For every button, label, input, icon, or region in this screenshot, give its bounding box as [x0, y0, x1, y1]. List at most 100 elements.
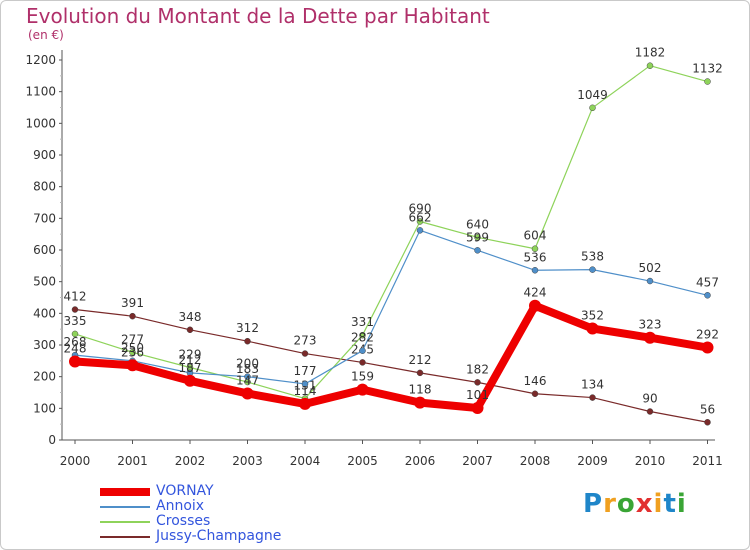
data-point-vornay	[184, 374, 196, 387]
data-label-jussy-champagne: 90	[642, 392, 657, 406]
logo-letter: i	[653, 489, 664, 519]
data-point-vornay	[644, 331, 656, 344]
x-tick-label: 2004	[290, 454, 321, 468]
legend-item-annoix: Annoix	[100, 499, 281, 514]
data-point-annoix	[531, 267, 539, 274]
legend-item-vornay: VORNAY	[100, 484, 281, 499]
data-label-annoix: 599	[466, 230, 489, 244]
data-label-vornay: 352	[581, 309, 604, 323]
x-tick-label: 2000	[60, 454, 91, 468]
data-label-vornay: 118	[409, 383, 432, 397]
logo-letter: r	[603, 489, 617, 519]
data-label-jussy-champagne: 348	[179, 310, 202, 324]
data-label-annoix: 212	[179, 353, 202, 367]
data-point-vornay	[69, 355, 81, 368]
x-tick-label: 2005	[347, 454, 378, 468]
x-tick-label: 2001	[117, 454, 148, 468]
data-point-vornay	[701, 341, 714, 354]
data-point-crosses	[474, 234, 481, 241]
data-point-crosses	[129, 349, 136, 356]
data-label-vornay: 187	[179, 361, 202, 375]
data-label-vornay: 248	[64, 341, 87, 355]
y-tick-label: 600	[33, 243, 56, 257]
data-label-crosses: 640	[466, 217, 489, 231]
data-label-crosses: 1132	[692, 62, 723, 76]
y-tick-label: 200	[33, 370, 56, 384]
data-point-vornay	[414, 396, 426, 409]
data-point-jussy-champagne	[71, 306, 79, 313]
legend-swatch	[100, 521, 150, 523]
y-tick-label: 1000	[25, 116, 56, 130]
data-label-jussy-champagne: 146	[524, 374, 547, 388]
legend-label: Crosses	[156, 513, 211, 529]
chart-unit-label: (en €)	[28, 28, 64, 42]
data-point-vornay	[586, 322, 599, 335]
data-label-crosses: 335	[64, 314, 87, 328]
data-point-crosses	[589, 104, 596, 112]
data-label-vornay: 424	[524, 286, 547, 300]
data-label-annoix: 200	[236, 357, 259, 371]
x-tick-label: 2009	[577, 454, 608, 468]
data-label-jussy-champagne: 134	[581, 378, 604, 392]
y-tick-label: 1200	[25, 53, 56, 67]
chart-title: Evolution du Montant de la Dette par Hab…	[26, 4, 490, 28]
data-point-jussy-champagne	[129, 312, 136, 320]
logo-letter: i	[676, 489, 687, 519]
data-point-annoix	[589, 266, 596, 273]
data-point-jussy-champagne	[186, 326, 194, 334]
data-label-jussy-champagne: 273	[294, 334, 317, 348]
data-point-vornay	[299, 397, 311, 410]
x-tick-label: 2006	[405, 454, 436, 468]
data-point-jussy-champagne	[646, 408, 654, 415]
data-label-vornay: 323	[639, 318, 662, 332]
data-point-annoix	[416, 227, 424, 234]
legend-swatch	[100, 506, 150, 508]
legend-label: Annoix	[156, 498, 205, 514]
data-point-annoix	[359, 347, 366, 354]
data-point-vornay	[126, 359, 139, 372]
logo-letter: o	[616, 489, 636, 519]
data-label-vornay: 101	[466, 388, 489, 402]
series-line-crosses	[74, 65, 709, 400]
data-point-crosses	[359, 331, 366, 339]
data-label-crosses: 690	[409, 202, 432, 216]
data-label-annoix: 536	[524, 250, 547, 264]
data-label-crosses: 183	[236, 362, 259, 376]
data-label-crosses: 331	[351, 315, 374, 329]
y-tick-label: 300	[33, 338, 56, 352]
data-point-jussy-champagne	[244, 337, 251, 345]
data-point-crosses	[704, 78, 711, 85]
data-label-annoix: 662	[409, 210, 432, 224]
data-point-crosses	[646, 62, 654, 69]
data-point-annoix	[244, 373, 251, 380]
legend-swatch	[100, 488, 150, 496]
data-label-crosses: 604	[524, 229, 547, 243]
data-label-jussy-champagne: 56	[700, 402, 715, 416]
data-label-crosses: 277	[121, 332, 144, 346]
data-point-jussy-champagne	[474, 379, 481, 386]
data-point-jussy-champagne	[359, 359, 366, 366]
y-tick-label: 100	[33, 401, 56, 415]
y-tick-label: 800	[33, 180, 56, 194]
x-tick-label: 2008	[520, 454, 551, 468]
legend-item-crosses: Crosses	[100, 514, 281, 529]
legend-label: VORNAY	[156, 483, 214, 499]
data-point-crosses	[531, 245, 539, 252]
y-tick-label: 1100	[25, 85, 56, 99]
data-point-crosses	[416, 218, 424, 225]
x-tick-label: 2002	[175, 454, 206, 468]
data-point-vornay	[241, 387, 254, 400]
data-label-crosses: 229	[179, 347, 202, 361]
data-label-annoix: 538	[581, 250, 604, 264]
data-point-vornay	[471, 402, 484, 415]
proxiti-logo: Proxiti	[583, 489, 687, 519]
logo-letter: x	[635, 489, 654, 519]
data-point-vornay	[529, 299, 541, 312]
data-label-annoix: 250	[121, 341, 144, 355]
data-point-crosses	[71, 330, 79, 338]
data-label-annoix: 268	[64, 335, 87, 349]
data-label-jussy-champagne: 312	[236, 321, 259, 335]
data-label-vornay: 114	[294, 384, 317, 398]
